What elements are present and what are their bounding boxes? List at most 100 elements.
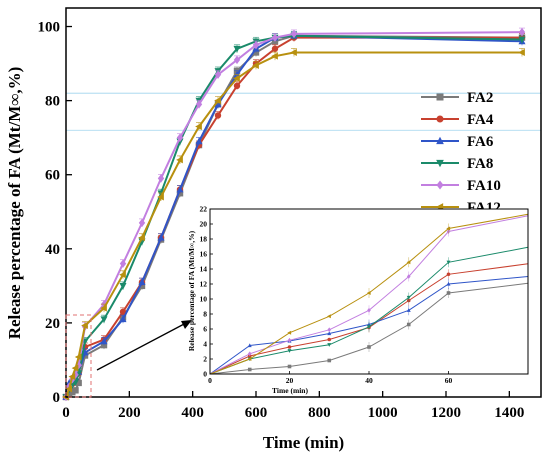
inset-y-tick-label: 12 [200, 280, 208, 289]
data-point [75, 379, 82, 387]
main-series-layer [62, 27, 526, 402]
inset-y-tick-label: 10 [200, 295, 208, 304]
data-point [119, 282, 127, 290]
inset-data-point [446, 281, 451, 286]
legend-item-fa8: FA8 [421, 156, 493, 172]
inset-x-tick-label: 20 [286, 376, 294, 385]
x-tick-label: 0 [62, 405, 70, 421]
zoom-arrow [96, 322, 187, 371]
inset-data-point [287, 330, 292, 335]
legend-label: FA2 [467, 90, 493, 106]
inset-data-point [366, 291, 371, 295]
inset-series-line-fa10 [209, 215, 529, 375]
inset-x-tick-label: 60 [445, 376, 453, 385]
inset-data-point [367, 307, 371, 313]
inset-series-fa8 [209, 246, 529, 375]
legend-marker [436, 180, 444, 190]
data-point [518, 27, 526, 37]
data-point [75, 360, 82, 370]
data-point [119, 271, 126, 279]
inset-series-line-fa8 [209, 246, 529, 375]
inset-data-point [327, 314, 331, 319]
inset-data-point [247, 367, 252, 372]
inset-data-point [406, 295, 411, 300]
inset-series-fa2 [209, 282, 529, 375]
inset-data-point [287, 337, 292, 343]
data-point [65, 385, 73, 393]
y-tick-label: 100 [38, 20, 61, 36]
inset-data-point [247, 343, 252, 348]
inset-y-tick-label: 0 [203, 370, 207, 379]
inset-ticks: 0 20 40 60 0 2 4 6 8 10 12 14 16 18 20 22 [200, 205, 453, 386]
data-point [176, 133, 184, 142]
data-point [271, 52, 278, 60]
x-tick-label: 600 [245, 405, 268, 421]
data-point [100, 316, 108, 324]
data-point [518, 48, 525, 56]
x-tick-label: 400 [181, 405, 204, 421]
data-point [138, 278, 146, 286]
data-point [271, 45, 279, 52]
data-point [290, 29, 298, 39]
main-plot-frame [65, 7, 542, 398]
legend-marker [436, 159, 444, 168]
legend-item-fa2: FA2 [421, 90, 493, 106]
inset-series-fa12 [209, 213, 529, 375]
data-point [157, 193, 164, 201]
inset-data-point [327, 331, 332, 336]
x-tick-label: 200 [118, 405, 141, 421]
legend-marker [436, 136, 444, 145]
data-point [72, 370, 79, 379]
inset-series-fa10 [209, 215, 529, 375]
inset-y-tick-label: 18 [200, 235, 208, 244]
inset-data-point [406, 260, 411, 265]
data-point [138, 234, 145, 242]
data-point [195, 123, 202, 131]
zoom-region-box [65, 314, 92, 398]
data-point [74, 353, 82, 361]
inset-data-point [406, 274, 411, 279]
data-point [176, 185, 184, 193]
x-tick-label: 800 [308, 405, 331, 421]
inset-y-tick-label: 22 [200, 205, 208, 214]
data-point [119, 315, 127, 323]
inset-data-point [367, 325, 371, 329]
inset-data-point [406, 308, 411, 312]
data-point [252, 40, 260, 50]
legend-marker [436, 93, 444, 101]
y-tick-label: 20 [45, 316, 60, 332]
inset-x-tick-label: 0 [208, 376, 212, 385]
inset-data-point [446, 260, 451, 265]
inset-plot: 0 20 40 60 0 2 4 6 8 10 12 14 16 18 20 22 Time (min) Re… [187, 205, 529, 395]
data-point [71, 364, 79, 372]
data-point [195, 100, 203, 109]
data-point [119, 259, 127, 268]
data-point [100, 304, 107, 312]
legend-label: FA4 [467, 112, 494, 128]
inset-data-point [446, 226, 451, 231]
y-tick-label: 0 [53, 390, 61, 406]
inset-series-line-fa2 [209, 282, 529, 375]
data-point [138, 218, 146, 228]
data-point [233, 82, 241, 90]
inset-y-tick-label: 16 [200, 250, 208, 259]
y-tick-label: 60 [45, 168, 60, 184]
inset-y-tick-label: 8 [203, 310, 207, 319]
x-tick-label: 1400 [494, 405, 524, 421]
inset-x-tick-label: 40 [365, 376, 373, 385]
inset-data-point [367, 345, 371, 349]
inset-data-point [247, 351, 252, 357]
y-tick-label: 80 [45, 94, 60, 110]
data-point [271, 33, 279, 42]
inset-series-line-fa6 [209, 276, 529, 375]
data-point [72, 387, 79, 394]
inset-x-axis-title: Time (min) [272, 386, 308, 395]
data-point [233, 45, 241, 53]
inset-data-point [406, 322, 411, 327]
y-axis-title: Release percentage of FA (Mt/M∞,%) [5, 67, 24, 340]
legend-label: FA8 [467, 156, 493, 172]
data-point [214, 112, 222, 119]
inset-data-point [247, 357, 252, 361]
